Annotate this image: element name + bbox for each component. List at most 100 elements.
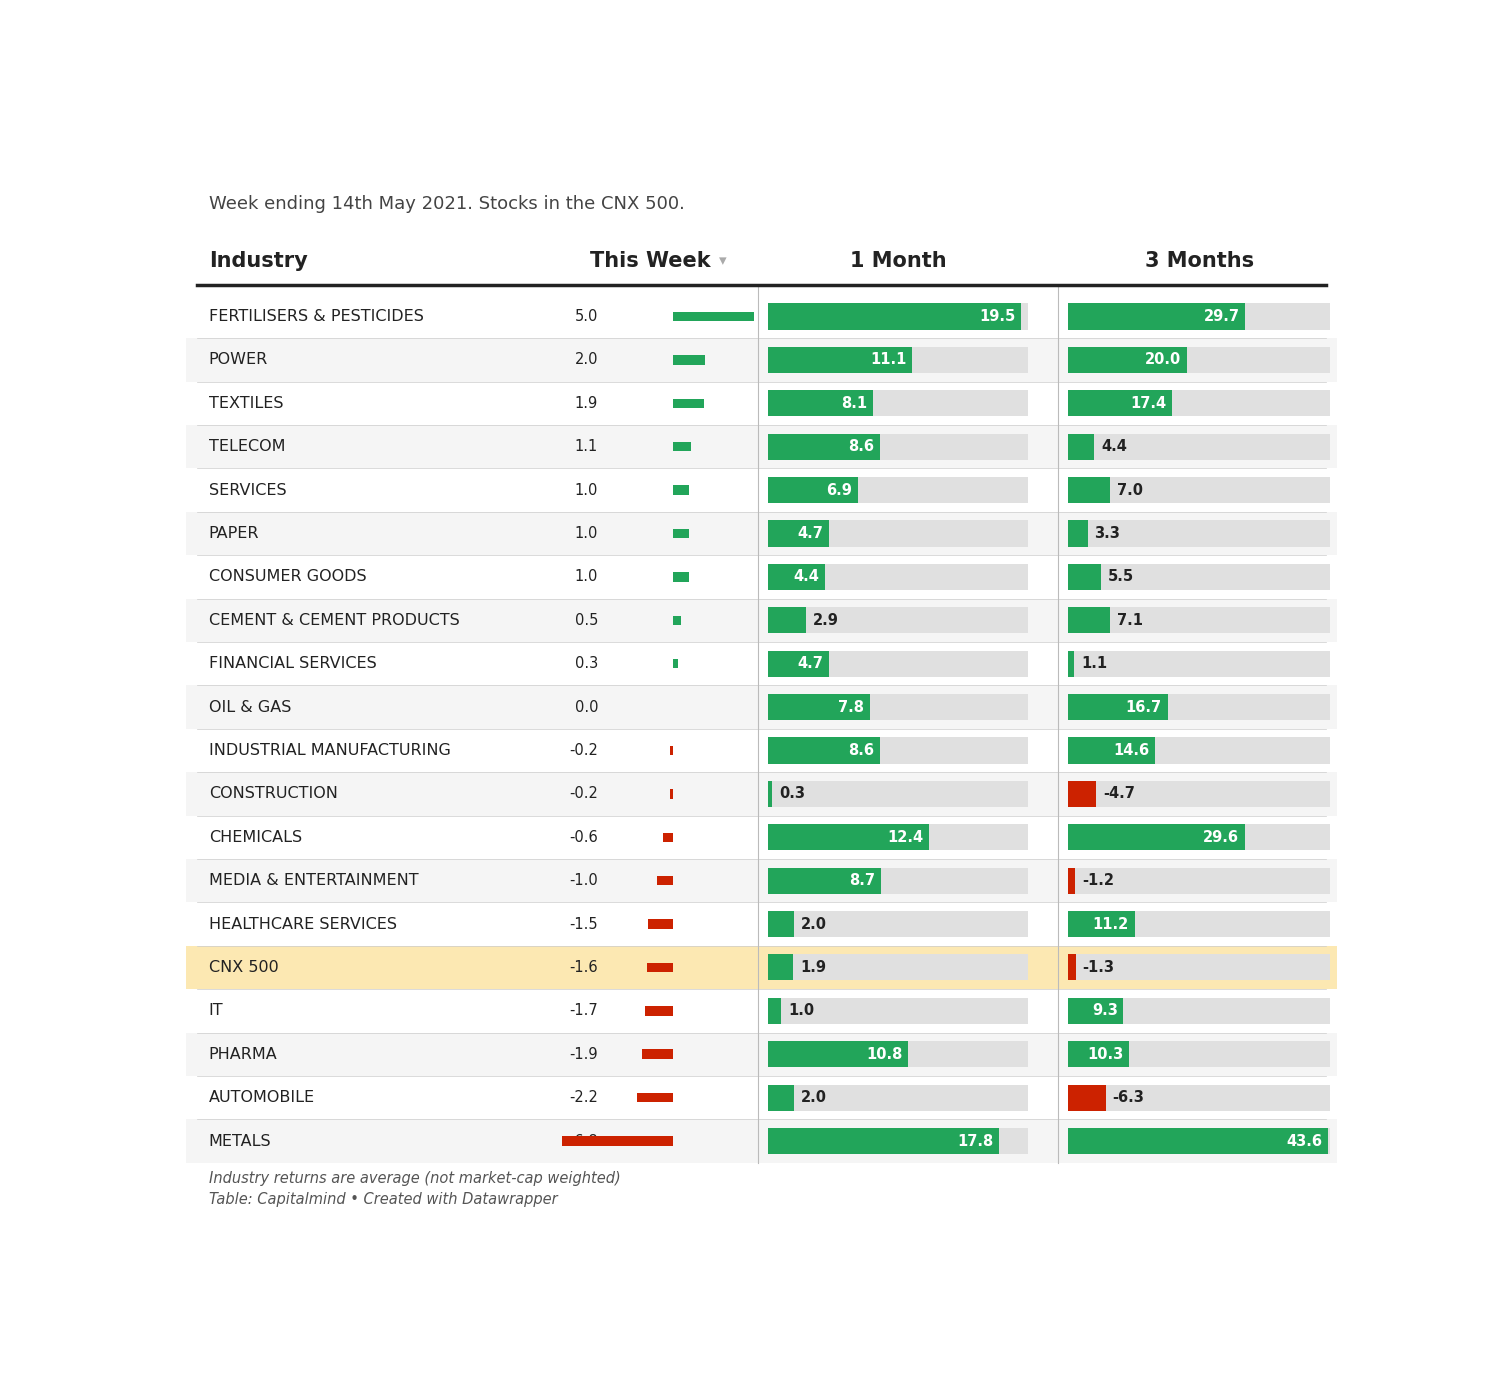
Bar [670, 790, 673, 799]
Bar [1068, 998, 1330, 1024]
Bar [1068, 998, 1123, 1024]
Bar [768, 521, 829, 547]
Bar [768, 390, 1028, 416]
Text: FERTILISERS & PESTICIDES: FERTILISERS & PESTICIDES [208, 309, 424, 324]
Bar [768, 868, 1028, 894]
Bar [768, 347, 1028, 373]
Bar [186, 555, 1337, 598]
Text: HEALTHCARE SERVICES: HEALTHCARE SERVICES [208, 916, 397, 932]
Text: ▾: ▾ [719, 254, 727, 269]
Bar [186, 945, 1337, 989]
Text: 7.1: 7.1 [1117, 613, 1143, 628]
Bar [642, 1050, 673, 1060]
Bar [768, 477, 1028, 503]
Bar [768, 1129, 1028, 1155]
Bar [768, 650, 829, 677]
Bar [768, 347, 912, 373]
Bar [186, 469, 1337, 511]
Bar [673, 311, 755, 321]
Text: 0.0: 0.0 [575, 700, 597, 715]
Bar [768, 1084, 1028, 1111]
Text: IT: IT [208, 1003, 223, 1018]
Bar [673, 398, 704, 408]
Text: 4.7: 4.7 [798, 526, 823, 542]
Text: -1.3: -1.3 [1083, 960, 1114, 976]
Text: 7.0: 7.0 [1116, 482, 1143, 497]
Text: CONSUMER GOODS: CONSUMER GOODS [208, 569, 367, 584]
Bar [768, 955, 1028, 981]
Text: 4.7: 4.7 [798, 656, 823, 671]
Text: 4.4: 4.4 [1101, 440, 1126, 455]
Text: -1.5: -1.5 [569, 916, 597, 932]
Bar [1068, 911, 1135, 937]
Text: 1.0: 1.0 [575, 482, 597, 497]
Bar [1068, 608, 1330, 634]
Bar [1068, 1084, 1330, 1111]
Text: 2.0: 2.0 [575, 353, 597, 368]
Bar [186, 598, 1337, 642]
Bar [186, 338, 1337, 382]
Bar [670, 745, 673, 755]
Bar [1068, 477, 1110, 503]
Bar [673, 356, 706, 365]
Bar [1068, 824, 1330, 850]
Bar [657, 876, 673, 886]
Text: 29.6: 29.6 [1202, 830, 1239, 845]
Bar [1068, 434, 1094, 460]
Text: -1.9: -1.9 [569, 1047, 597, 1062]
Bar [186, 858, 1337, 903]
Text: FINANCIAL SERVICES: FINANCIAL SERVICES [208, 656, 376, 671]
Bar [562, 1137, 673, 1146]
Bar [1068, 477, 1330, 503]
Text: 1.9: 1.9 [799, 960, 826, 976]
Text: 0.5: 0.5 [575, 613, 597, 628]
Text: AUTOMOBILE: AUTOMOBILE [208, 1090, 315, 1105]
Bar [1068, 390, 1330, 416]
Text: -1.2: -1.2 [1082, 874, 1114, 889]
Bar [673, 485, 690, 495]
Bar [1068, 521, 1088, 547]
Text: 10.3: 10.3 [1088, 1047, 1123, 1062]
Bar [673, 659, 678, 668]
Bar [768, 824, 929, 850]
Text: 0.3: 0.3 [779, 787, 805, 802]
Text: 1.1: 1.1 [575, 440, 597, 455]
Bar [1068, 737, 1330, 763]
Bar [186, 1032, 1337, 1076]
Text: 1.9: 1.9 [575, 395, 597, 411]
Bar [1068, 695, 1168, 721]
Bar [1068, 781, 1097, 808]
Bar [1068, 824, 1245, 850]
Bar [186, 1119, 1337, 1163]
Text: -0.2: -0.2 [569, 743, 597, 758]
Bar [768, 608, 1028, 634]
Text: 7.8: 7.8 [838, 700, 863, 715]
Bar [768, 1129, 999, 1155]
Text: 20.0: 20.0 [1146, 353, 1181, 368]
Text: Table: Capitalmind • Created with Datawrapper: Table: Capitalmind • Created with Datawr… [208, 1192, 557, 1207]
Text: 2.9: 2.9 [813, 613, 838, 628]
Text: 5.5: 5.5 [1107, 569, 1134, 584]
Text: 8.6: 8.6 [849, 743, 874, 758]
Bar [768, 955, 794, 981]
Text: -1.0: -1.0 [569, 874, 597, 889]
Bar [768, 1042, 908, 1068]
Bar [186, 511, 1337, 555]
Bar [768, 695, 869, 721]
Text: -6.3: -6.3 [1113, 1090, 1144, 1105]
Bar [1068, 1129, 1328, 1155]
Text: 3 Months: 3 Months [1144, 251, 1254, 271]
Bar [1068, 868, 1074, 894]
Bar [768, 434, 880, 460]
Bar [1068, 608, 1110, 634]
Text: -2.2: -2.2 [569, 1090, 597, 1105]
Text: 1.0: 1.0 [575, 569, 597, 584]
Bar [768, 868, 881, 894]
Text: -4.7: -4.7 [1103, 787, 1135, 802]
Bar [1068, 911, 1330, 937]
Text: -0.6: -0.6 [569, 830, 597, 845]
Bar [768, 521, 1028, 547]
Text: 9.3: 9.3 [1092, 1003, 1117, 1018]
Bar [186, 729, 1337, 772]
Text: 8.1: 8.1 [841, 395, 868, 411]
